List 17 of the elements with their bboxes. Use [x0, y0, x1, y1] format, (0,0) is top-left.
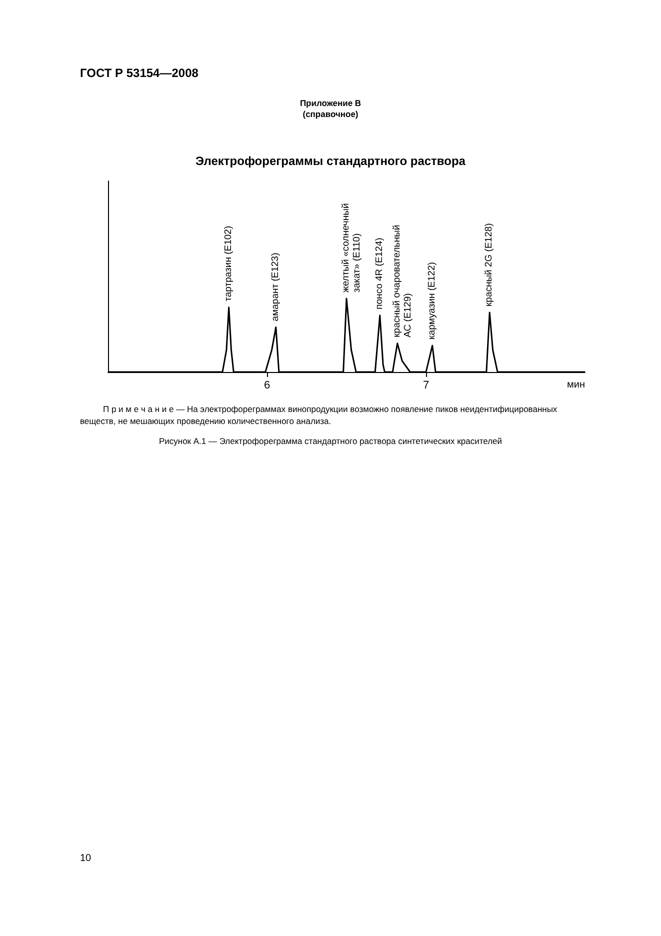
annotation: желтый «солнечный закат» (Е110): [340, 203, 362, 293]
x-axis-title: мин: [567, 380, 585, 390]
x-tick-label: 7: [422, 380, 430, 392]
annotation: красный 2G (Е128): [484, 223, 495, 306]
annotation: красный очаровательный АС (Е129): [391, 224, 414, 338]
text: (справочное): [302, 109, 360, 119]
text: 10: [80, 853, 92, 864]
text: Рисунок А.1 — Электрофореграмма стандартного раствора синтетических красителей: [158, 436, 504, 446]
annotation: амарант (Е123): [270, 252, 281, 322]
annotation: тартразин (Е102): [222, 226, 234, 302]
text: Приложение В: [298, 98, 362, 108]
x-tick-label: 6: [264, 380, 270, 392]
text: ГОСТ Р 53154—2008: [80, 66, 198, 80]
chart-title: Электрофореграммы стандартного раствора: [194, 154, 466, 168]
annotation: кармуазин (Е122): [426, 262, 438, 340]
annotation: понсо 4R (Е124): [374, 238, 385, 310]
text: П р и м е ч а н и е — На электрофореграммах винопродукции возможно появление пиков неидентифицированных веществ, не мешающих проведению количественного анализа.: [80, 403, 558, 427]
